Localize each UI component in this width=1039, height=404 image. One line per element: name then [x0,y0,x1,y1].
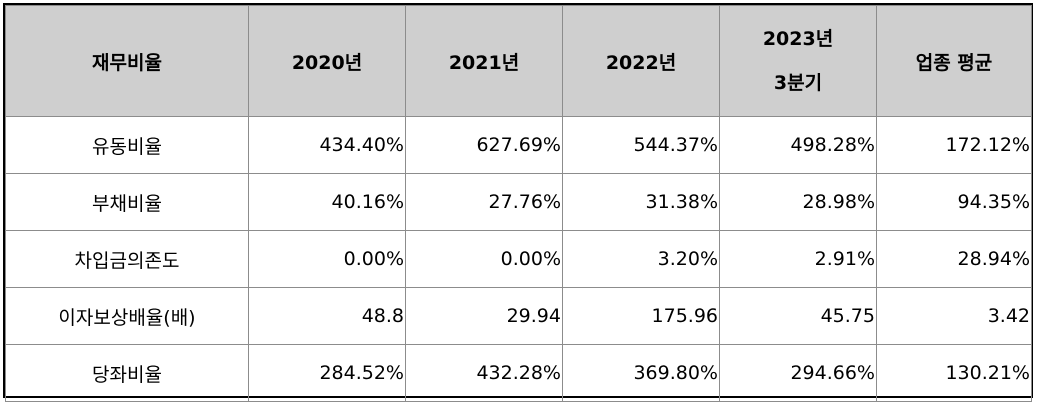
table-row: 부채비율 40.16% 27.76% 31.38% 28.98% 94.35% [5,173,1032,231]
row-label: 이자보상배율(배) [5,287,249,345]
table-row: 당좌비율 284.52% 432.28% 369.80% 294.66% 130… [5,344,1032,402]
cell-2022: 3.20% [562,230,720,288]
header-year-2023-line2: 3분기 [773,72,823,94]
table-row: 유동비율 434.40% 627.69% 544.37% 498.28% 172… [5,116,1032,174]
row-label: 유동비율 [5,116,249,174]
header-industry-average: 업종 평균 [876,5,1032,117]
cell-industry-average: 130.21% [876,344,1032,402]
financial-ratio-table-frame: 재무비율 2020년 2021년 2022년 2023년 3분기 업종 평균 유… [3,3,1033,402]
table-row: 차입금의존도 0.00% 0.00% 3.20% 2.91% 28.94% [5,230,1032,288]
cell-2020: 284.52% [248,344,406,402]
header-year-2022: 2022년 [562,5,720,117]
header-year-2021: 2021년 [405,5,563,117]
cell-2023-q3: 28.98% [719,173,877,231]
header-ratio-name: 재무비율 [5,5,249,117]
cell-2020: 0.00% [248,230,406,288]
cell-2021: 627.69% [405,116,563,174]
cell-2022: 544.37% [562,116,720,174]
cell-industry-average: 172.12% [876,116,1032,174]
cell-2021: 432.28% [405,344,563,402]
cell-2022: 369.80% [562,344,720,402]
cell-2021: 29.94 [405,287,563,345]
cell-2023-q3: 294.66% [719,344,877,402]
cell-2023-q3: 2.91% [719,230,877,288]
cell-industry-average: 94.35% [876,173,1032,231]
cell-2020: 40.16% [248,173,406,231]
cell-2023-q3: 498.28% [719,116,877,174]
table-row: 이자보상배율(배) 48.8 29.94 175.96 45.75 3.42 [5,287,1032,345]
header-year-2023-line1: 2023년 [762,28,834,50]
cell-2022: 31.38% [562,173,720,231]
cell-2021: 0.00% [405,230,563,288]
header-row: 재무비율 2020년 2021년 2022년 2023년 3분기 업종 평균 [5,5,1032,117]
row-label: 차입금의존도 [5,230,249,288]
header-year-2020: 2020년 [248,5,406,117]
financial-ratio-table: 재무비율 2020년 2021년 2022년 2023년 3분기 업종 평균 유… [5,5,1032,402]
row-label: 당좌비율 [5,344,249,402]
cell-industry-average: 3.42 [876,287,1032,345]
header-year-2023-q3: 2023년 3분기 [719,5,877,117]
row-label: 부채비율 [5,173,249,231]
cell-2020: 434.40% [248,116,406,174]
cell-2023-q3: 45.75 [719,287,877,345]
cell-2020: 48.8 [248,287,406,345]
cell-2022: 175.96 [562,287,720,345]
cell-industry-average: 28.94% [876,230,1032,288]
cell-2021: 27.76% [405,173,563,231]
